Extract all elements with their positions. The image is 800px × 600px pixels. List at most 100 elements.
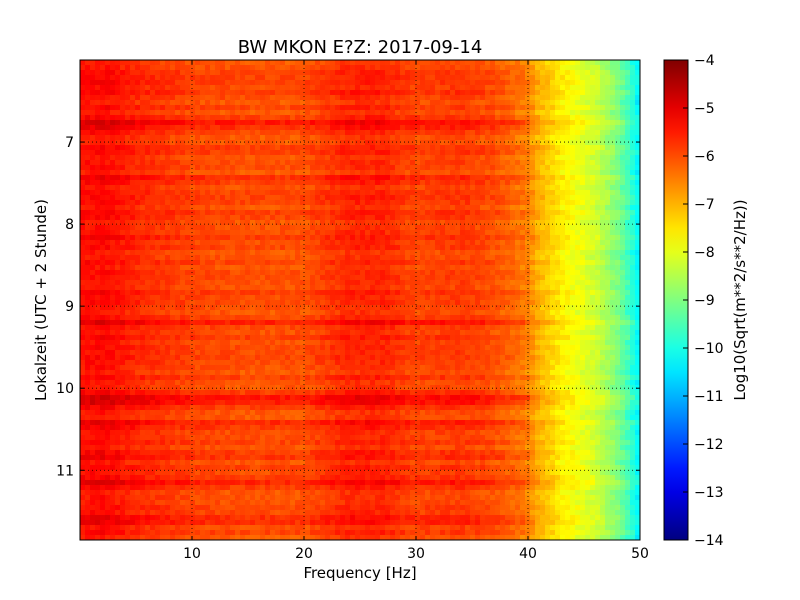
heatmap-cell [630,235,636,241]
heatmap-cell [490,195,496,201]
heatmap-cell [450,270,456,276]
heatmap-cell [95,225,101,231]
heatmap-cell [130,280,136,286]
heatmap-cell [500,135,506,141]
heatmap-cell [305,255,311,261]
heatmap-cell [280,135,286,141]
heatmap-cell [90,235,96,241]
heatmap-cell [125,225,131,231]
heatmap-cell [210,195,216,201]
heatmap-cell [405,185,411,191]
heatmap-cell [545,220,551,226]
heatmap-cell [350,135,356,141]
heatmap-cell [520,90,526,96]
heatmap-cell [240,235,246,241]
heatmap-cell [185,120,191,126]
heatmap-cell [335,155,341,161]
heatmap-cell [620,65,626,71]
heatmap-cell [605,220,611,226]
heatmap-cell [475,125,481,131]
heatmap-cell [280,115,286,121]
heatmap-cell [360,235,366,241]
heatmap-cell [195,260,201,266]
heatmap-cell [250,190,256,196]
heatmap-cell [250,130,256,136]
heatmap-cell [300,210,306,216]
heatmap-cell [245,280,251,286]
heatmap-cell [225,210,231,216]
heatmap-cell [200,190,206,196]
heatmap-cell [95,155,101,161]
heatmap-cell [590,115,596,121]
heatmap-cell [410,95,416,101]
heatmap-cell [615,140,621,146]
heatmap-cell [630,155,636,161]
heatmap-cell [530,185,536,191]
heatmap-cell [540,205,546,211]
heatmap-cell [375,250,381,256]
heatmap-cell [625,245,631,251]
heatmap-cell [330,85,336,91]
heatmap-cell [515,80,521,86]
heatmap-cell [350,210,356,216]
heatmap-cell [445,155,451,161]
heatmap-cell [550,60,556,66]
heatmap-cell [235,75,241,81]
heatmap-cell [420,100,426,106]
heatmap-cell [290,255,296,261]
heatmap-cell [565,85,571,91]
heatmap-cell [480,255,486,261]
heatmap-cell [395,220,401,226]
heatmap-cell [435,125,441,131]
heatmap-cell [395,120,401,126]
heatmap-cell [440,160,446,166]
heatmap-cell [300,260,306,266]
heatmap-cell [220,220,226,226]
heatmap-cell [330,75,336,81]
heatmap-cell [265,205,271,211]
heatmap-cell [105,100,111,106]
heatmap-cell [365,140,371,146]
heatmap-cell [215,90,221,96]
heatmap-cell [605,155,611,161]
heatmap-cell [450,175,456,181]
heatmap-cell [410,150,416,156]
heatmap-cell [450,240,456,246]
heatmap-cell [505,60,511,66]
heatmap-cell [555,125,561,131]
heatmap-cell [470,115,476,121]
heatmap-cell [535,240,541,246]
heatmap-cell [450,190,456,196]
heatmap-cell [160,90,166,96]
heatmap-cell [110,155,116,161]
heatmap-cell [215,260,221,266]
heatmap-cell [265,85,271,91]
heatmap-cell [315,245,321,251]
heatmap-cell [230,190,236,196]
heatmap-cell [285,125,291,131]
heatmap-cell [380,260,386,266]
heatmap-cell [540,140,546,146]
heatmap-cell [270,80,276,86]
heatmap-cell [560,115,566,121]
heatmap-cell [270,265,276,271]
heatmap-cell [145,60,151,66]
heatmap-cell [585,230,591,236]
heatmap-cell [105,235,111,241]
heatmap-cell [520,240,526,246]
heatmap-cell [390,150,396,156]
heatmap-cell [265,80,271,86]
heatmap-cell [605,85,611,91]
heatmap-cell [325,90,331,96]
heatmap-cell [575,200,581,206]
heatmap-cell [295,150,301,156]
heatmap-cell [120,130,126,136]
heatmap-cell [545,165,551,171]
heatmap-cell [410,70,416,76]
heatmap-cell [200,210,206,216]
heatmap-cell [575,190,581,196]
heatmap-cell [165,70,171,76]
heatmap-cell [470,175,476,181]
heatmap-cell [245,155,251,161]
heatmap-cell [355,275,361,281]
